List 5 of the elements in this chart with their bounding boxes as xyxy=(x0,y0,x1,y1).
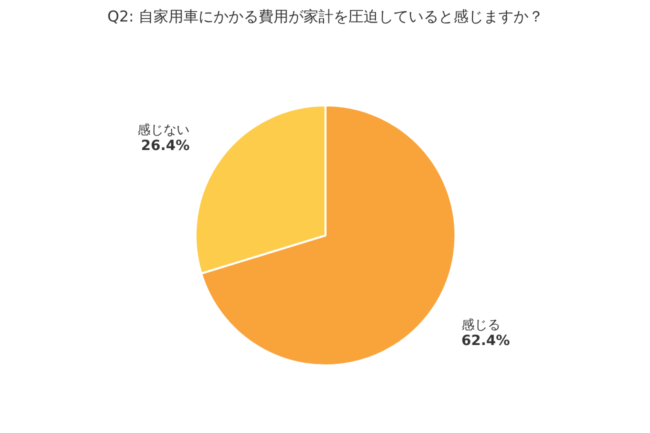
chart-title: Q2: 自家用車にかかる費用が家計を圧迫していると感じますか？ xyxy=(107,8,544,26)
slice-label: 感じる xyxy=(461,318,500,333)
data-label: 26.4% xyxy=(141,138,190,154)
slice-label: 感じない xyxy=(138,122,190,138)
data-label: 62.4% xyxy=(461,332,510,349)
